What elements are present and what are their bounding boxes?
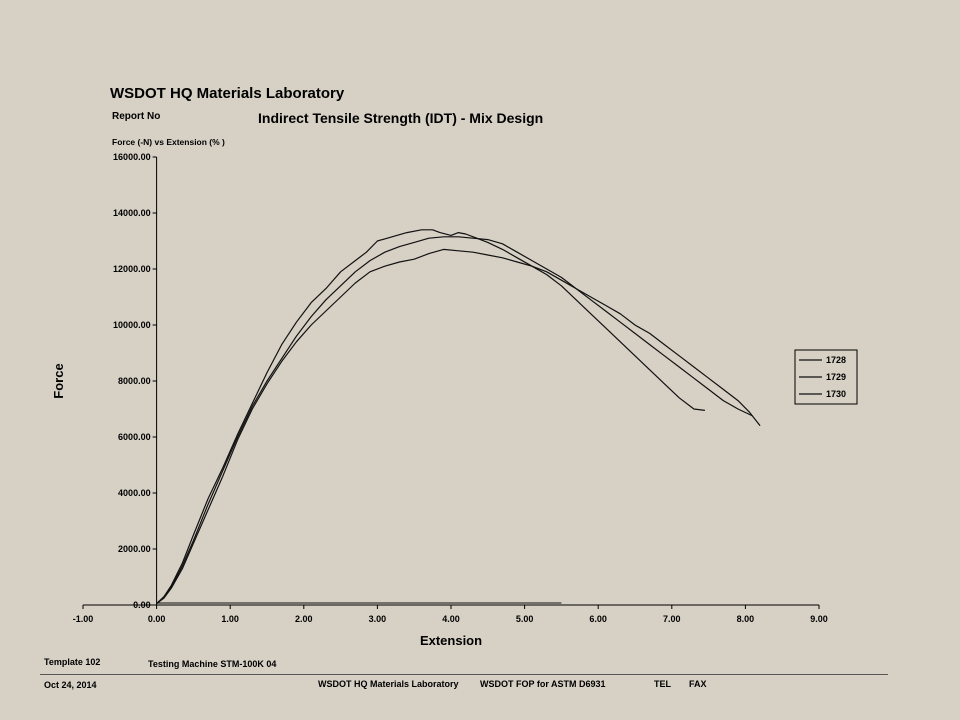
legend: 1728 1729 1730 [794, 349, 858, 405]
template-label: Template 102 [44, 657, 101, 667]
x-tick-label: -1.00 [73, 614, 94, 624]
legend-label: 1729 [826, 372, 846, 382]
series-line-1729 [156, 236, 754, 605]
x-tick-label: 8.00 [737, 614, 755, 624]
x-axis-label: Extension [420, 633, 482, 648]
footer-fop: WSDOT FOP for ASTM D6931 [480, 679, 606, 689]
x-tick-label: 5.00 [516, 614, 534, 624]
testing-machine-label: Testing Machine STM-100K 04 [148, 659, 277, 669]
x-tick-label: 9.00 [810, 614, 828, 624]
chart-title: Indirect Tensile Strength (IDT) - Mix De… [258, 110, 544, 126]
x-tick-label: 3.00 [369, 614, 387, 624]
x-tick-label: 4.00 [442, 614, 460, 624]
x-tick-label: 0.00 [148, 614, 166, 624]
y-axis-label: Force [51, 363, 66, 398]
series-line-1728 [156, 229, 705, 605]
report-date: Oct 24, 2014 [44, 680, 97, 690]
y-tick-label: 0.00 [133, 600, 151, 610]
chart-subtitle: Force (-N) vs Extension (% ) [112, 137, 225, 147]
chart-axes: 0.00 2000.00 4000.00 6000.00 8000.00 10000.00… [73, 152, 828, 624]
y-tick-label: 16000.00 [113, 152, 151, 162]
y-tick-label: 10000.00 [113, 320, 151, 330]
y-tick-label: 6000.00 [118, 432, 151, 442]
legend-label: 1728 [826, 355, 846, 365]
y-tick-label: 12000.00 [113, 264, 151, 274]
y-tick-label: 8000.00 [118, 376, 151, 386]
footer-lab-name: WSDOT HQ Materials Laboratory [318, 679, 459, 689]
y-tick-label: 2000.00 [118, 544, 151, 554]
legend-label: 1730 [826, 389, 846, 399]
x-tick-label: 2.00 [295, 614, 313, 624]
report-number-label: Report No [112, 111, 161, 122]
series-line-1730 [156, 248, 761, 605]
footer-tel: TEL [654, 679, 671, 689]
legend-box [794, 349, 858, 405]
series-layer [156, 229, 761, 605]
x-tick-label: 6.00 [589, 614, 607, 624]
footer-fax: FAX [689, 679, 707, 689]
x-tick-label: 1.00 [221, 614, 239, 624]
footer-divider [40, 674, 888, 675]
lab-title: WSDOT HQ Materials Laboratory [110, 85, 345, 102]
x-tick-label: 7.00 [663, 614, 681, 624]
y-tick-label: 4000.00 [118, 488, 151, 498]
y-tick-label: 14000.00 [113, 208, 151, 218]
